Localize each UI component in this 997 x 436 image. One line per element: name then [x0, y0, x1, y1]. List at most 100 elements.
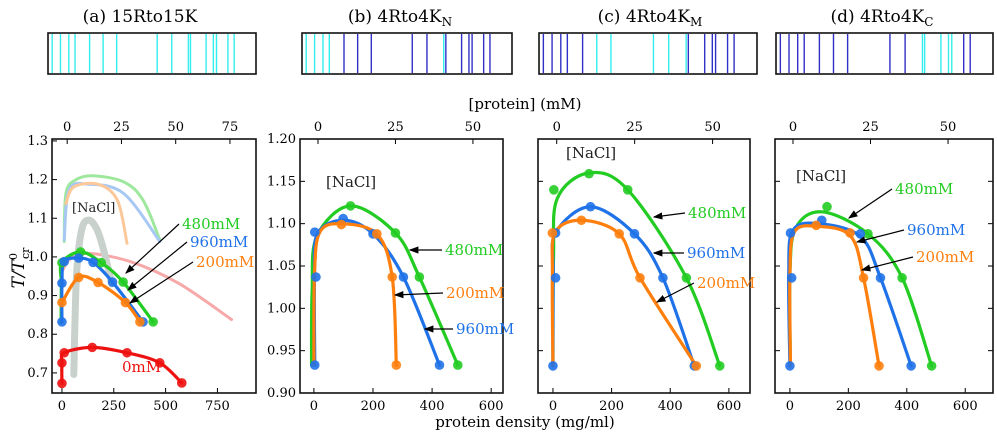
data-point-0mM [57, 358, 67, 368]
data-point-480mM [926, 361, 937, 371]
top-x-tick-label: 0 [553, 120, 561, 135]
legend-title-nacl: [NaCl] [326, 173, 376, 191]
background-curve [64, 181, 129, 245]
strip-title-subscript: N [442, 15, 453, 29]
x-tick-label: 600 [479, 399, 504, 414]
data-point-960mM [548, 361, 558, 371]
series-label-960mM: 960mM [907, 221, 965, 239]
strip-title: (c) 4Rto4KM [598, 7, 703, 29]
sequence-strips: (a) 15Rto15K (b) 4Rto4KN (c) 4Rto4KM (d) 4R… [47, 7, 994, 75]
data-point-200mM [811, 220, 822, 231]
background-curve [62, 174, 162, 243]
data-point-200mM [57, 297, 67, 308]
y-tick-label: 1.15 [267, 174, 296, 189]
data-point-960mM [785, 228, 796, 238]
series-line-200mM [312, 222, 398, 367]
data-point-960mM [88, 257, 98, 268]
strip-title-text: (c) 4Rto4K [598, 7, 691, 27]
data-point-960mM [309, 360, 320, 370]
data-point-200mM [691, 361, 702, 371]
data-point-200mM [874, 361, 884, 371]
y-tick-label: 0.8 [27, 327, 48, 342]
data-point-200mM [73, 272, 84, 283]
series-label-200mM: 200mM [446, 284, 504, 302]
strip-a: (a) 15Rto15K [47, 7, 257, 75]
series-label-arrow [652, 212, 686, 220]
series-label-960mM: 960mM [687, 244, 745, 262]
series-label-960mM: 960mM [190, 233, 248, 251]
series-label-arrow [860, 256, 914, 272]
data-point-480mM [681, 273, 692, 283]
data-point-960mM [398, 272, 409, 282]
strip-frame [301, 32, 513, 75]
strip-title-subscript: M [690, 15, 702, 29]
data-point-960mM [107, 277, 118, 287]
strip-title-text: (d) 4Rto4K [831, 7, 925, 27]
strip-title: (d) 4Rto4KC [831, 7, 934, 29]
bottom-axis-label: protein density (mg/ml) [435, 413, 614, 431]
panel-b: 0 200 400 600 0 25 50 0.90 0.95 1.00 1.05 1.10 1.15 1… [267, 120, 514, 414]
data-point-480mM [390, 228, 401, 238]
data-point-0mM [176, 378, 187, 388]
top-axis-label: [protein] (mM) [469, 95, 582, 113]
y-axis-label-sub: cr [19, 247, 32, 259]
data-point-480mM [863, 229, 873, 239]
series-label-arrow [125, 223, 180, 274]
x-tick-label: 200 [361, 399, 386, 414]
legend-title-nacl: [NaCl] [72, 201, 115, 216]
legend-title-nacl: [NaCl] [566, 144, 616, 162]
series-label-480mM: 480mM [688, 204, 746, 222]
data-point-480mM [148, 317, 158, 327]
series-label-480mM: 480mM [895, 180, 953, 198]
series-label-960mM: 960mM [456, 320, 514, 338]
series-label-arrow [848, 188, 893, 219]
series-label-200mM: 200mM [196, 253, 254, 271]
top-x-tick-label: 50 [940, 120, 957, 135]
y-axis-label-main: T/T [9, 258, 29, 288]
plot-frame [299, 138, 504, 394]
data-point-960mM [309, 227, 320, 237]
x-tick-label: 400 [420, 399, 445, 414]
series-label-480mM: 480mM [182, 215, 240, 233]
plot-frame [537, 138, 751, 394]
y-tick-label: 1.00 [267, 301, 296, 316]
plot-area [57, 174, 234, 389]
data-point-0mM [155, 358, 165, 368]
data-point-480mM [452, 360, 463, 370]
panel-c: 0 200 400 600 0 25 50 [NaCl] 480mM 960mM 200mM [537, 120, 755, 414]
strip-title: (a) 15Rto15K [83, 7, 198, 27]
data-point-200mM [576, 215, 587, 226]
series-line-480mM [309, 204, 460, 367]
data-point-200mM [547, 228, 558, 238]
x-tick-label: 200 [599, 399, 624, 414]
data-point-960mM [875, 273, 886, 283]
data-point-200mM [387, 272, 397, 282]
data-point-960mM [57, 317, 67, 327]
series-label-480mM: 480mM [445, 241, 503, 259]
data-point-960mM [434, 360, 445, 370]
data-point-960mM [550, 273, 561, 283]
data-point-480mM [96, 257, 107, 268]
data-point-960mM [311, 272, 321, 282]
top-x-tick-label: 0 [789, 120, 797, 135]
y-tick-label: 0.7 [27, 366, 48, 381]
data-point-960mM [57, 278, 67, 289]
data-point-480mM [584, 168, 594, 179]
y-tick-label: 1.1 [27, 211, 48, 226]
top-x-tick-label: 25 [387, 120, 404, 135]
data-point-480mM [622, 185, 633, 195]
svg-text:T/T0cr: T/T0cr [7, 247, 32, 289]
data-point-960mM [59, 256, 70, 267]
top-x-tick-label: 75 [222, 120, 239, 135]
y-tick-label: 0.90 [267, 386, 296, 401]
series-label-0mM: 0mM [122, 358, 161, 376]
data-point-200mM [635, 273, 645, 283]
panel-a: 0 250 500 750 0 25 50 75 0.7 0.8 0.9 1.0 1.1 1.2 1.3 [N… [27, 120, 257, 414]
x-tick-label: 600 [953, 399, 978, 414]
series-line-960mM [550, 205, 696, 368]
x-tick-label: 200 [836, 399, 861, 414]
y-tick-label: 1.05 [267, 259, 296, 274]
series-line-960mM [787, 221, 913, 368]
y-tick-label: 1.10 [267, 217, 296, 232]
